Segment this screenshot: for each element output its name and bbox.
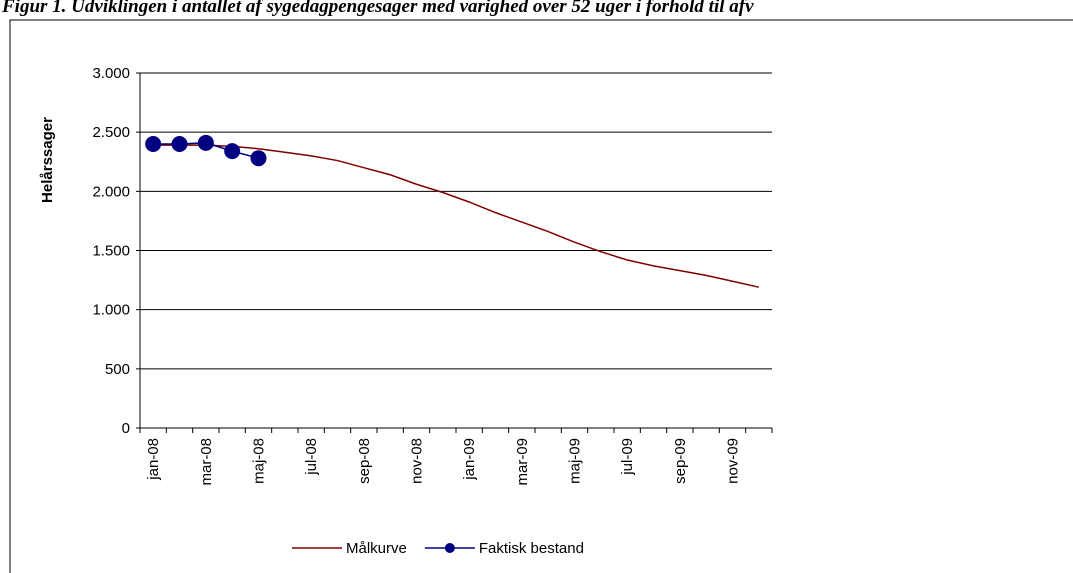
y-tick-label: 1.500 <box>92 243 130 260</box>
x-tick-label: sep-08 <box>356 438 373 484</box>
y-tick-label: 2.500 <box>92 124 130 141</box>
x-tick-label: maj-09 <box>567 438 584 484</box>
x-tick-label: jul-09 <box>619 438 636 476</box>
series-line <box>153 144 759 288</box>
data-point <box>250 150 267 167</box>
y-tick-label: 2.000 <box>92 183 130 200</box>
x-tick-label: mar-08 <box>198 438 215 486</box>
data-point <box>197 134 214 151</box>
x-tick-label: jul-08 <box>303 438 320 476</box>
y-tick-label: 0 <box>122 420 130 437</box>
legend-label: Faktisk bestand <box>479 540 584 557</box>
data-point <box>171 136 188 152</box>
x-tick-label: nov-09 <box>725 438 742 484</box>
legend-label: Målkurve <box>346 540 407 557</box>
chart-frame <box>9 19 1073 573</box>
chart-title: Figur 1. Udviklingen i antallet af syged… <box>1 0 754 17</box>
y-axis-label: Helårssager <box>39 117 56 203</box>
x-tick-label: nov-08 <box>409 438 426 484</box>
x-tick-label: mar-09 <box>514 438 531 486</box>
data-point <box>224 143 241 160</box>
y-tick-label: 1.000 <box>92 302 130 319</box>
x-tick-label: jan-09 <box>461 438 478 481</box>
data-point <box>145 136 162 152</box>
y-tick-label: 3.000 <box>92 65 130 82</box>
y-tick-label: 500 <box>105 361 130 378</box>
x-tick-label: maj-08 <box>251 438 268 484</box>
legend-marker <box>444 543 455 553</box>
x-tick-label: sep-09 <box>672 438 689 484</box>
x-tick-label: jan-08 <box>145 438 162 481</box>
